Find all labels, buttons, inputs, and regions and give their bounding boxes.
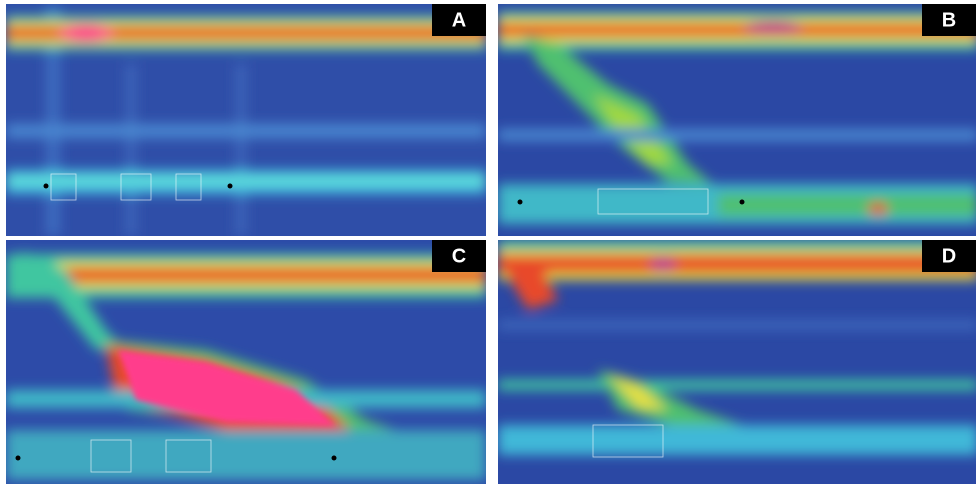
panel-label: C	[452, 245, 466, 267]
figure: A B	[0, 0, 976, 487]
panel-d	[498, 240, 976, 484]
panel-label: B	[942, 9, 956, 31]
panel-c	[6, 240, 486, 484]
panel-b	[498, 4, 976, 236]
panel-a	[6, 4, 486, 236]
page: A B	[0, 0, 976, 487]
panel-label: D	[942, 245, 956, 267]
panel-label: A	[452, 9, 466, 31]
